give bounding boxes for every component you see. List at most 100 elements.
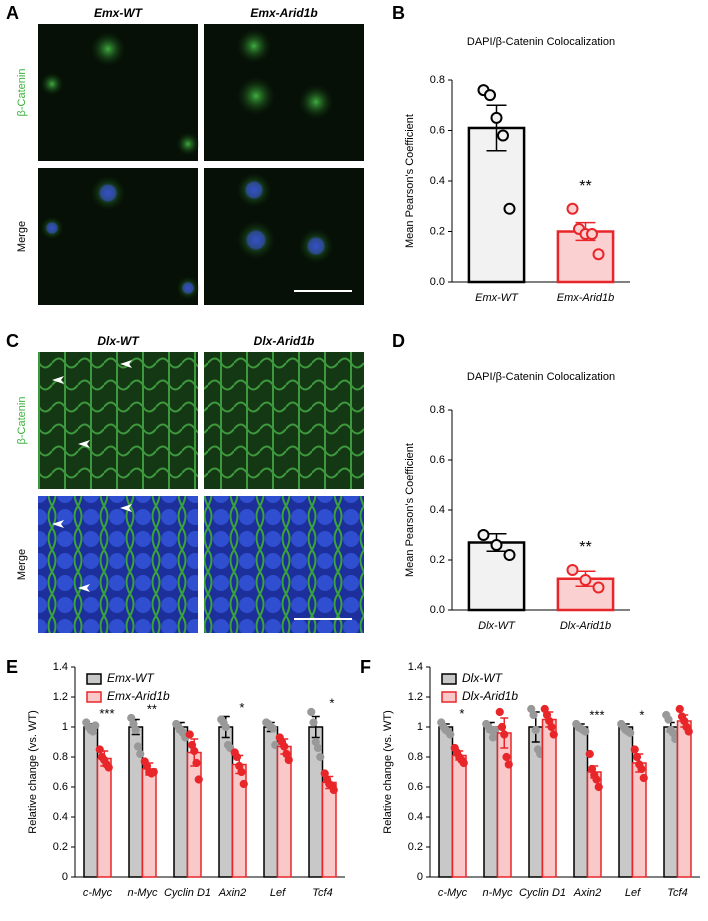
x-tick-label: c-Myc xyxy=(438,887,468,899)
y-tick-label: 0.2 xyxy=(408,841,423,853)
data-point xyxy=(190,746,199,756)
data-point xyxy=(136,749,145,759)
arrowhead xyxy=(120,504,132,512)
data-point xyxy=(639,773,648,783)
bar xyxy=(141,768,157,878)
y-tick-label: 0.2 xyxy=(53,841,68,853)
significance: * xyxy=(329,695,334,710)
micrograph xyxy=(204,24,364,161)
bar xyxy=(321,781,337,878)
data-point xyxy=(630,745,639,754)
legend-swatch xyxy=(441,673,457,685)
data-point xyxy=(477,529,490,541)
data-point xyxy=(490,111,503,124)
significance: * xyxy=(639,707,644,722)
y-tick-label: 0.8 xyxy=(430,404,445,416)
data-point xyxy=(531,725,540,735)
data-point xyxy=(95,745,104,754)
x-tick-label: Axin2 xyxy=(218,887,247,899)
x-tick-label: c-Myc xyxy=(83,887,113,899)
significance: ** xyxy=(579,178,591,195)
data-point xyxy=(284,755,293,765)
nucleus xyxy=(44,220,60,236)
panel-letter: C xyxy=(6,331,19,351)
significance: *** xyxy=(99,706,114,721)
nucleus xyxy=(244,228,268,252)
data-point xyxy=(484,89,496,102)
chart-title: DAPI/β-Catenin Colocalization xyxy=(467,36,615,48)
x-tick-label: Lef xyxy=(625,887,641,899)
data-point xyxy=(497,722,507,732)
data-point xyxy=(626,728,635,738)
bar xyxy=(276,745,292,878)
data-point xyxy=(316,752,325,762)
bar xyxy=(663,726,679,878)
micrograph xyxy=(38,352,198,489)
legend-label: Emx-WT xyxy=(107,671,155,685)
row-label: Merge xyxy=(16,221,28,252)
cell xyxy=(298,84,334,120)
x-tick-label: Cyclin D1 xyxy=(519,887,566,899)
significance: *** xyxy=(589,707,604,722)
data-point xyxy=(459,758,468,768)
data-point xyxy=(495,707,504,717)
y-axis-label: Mean Pearson's Coefficient xyxy=(404,114,416,248)
data-point xyxy=(446,730,455,739)
bar xyxy=(618,726,634,878)
legend-swatch xyxy=(441,691,457,703)
cell xyxy=(90,31,126,67)
data-point xyxy=(490,539,503,551)
data-point xyxy=(594,782,603,792)
bar xyxy=(676,720,692,878)
panel-letter: D xyxy=(392,331,405,351)
data-point xyxy=(581,727,590,736)
panel-letter: B xyxy=(392,3,405,23)
panel-letter: A xyxy=(6,3,19,23)
y-tick-label: 0.6 xyxy=(53,781,68,793)
nucleus xyxy=(305,235,327,257)
significance: * xyxy=(239,700,244,715)
micrograph xyxy=(204,352,364,489)
data-point xyxy=(237,767,246,777)
data-point xyxy=(586,228,598,241)
x-tick-label: Cyclin D1 xyxy=(164,887,211,899)
data-point xyxy=(307,707,316,717)
y-tick-label: 0.8 xyxy=(430,74,445,86)
column-title: Dlx-WT xyxy=(97,334,140,348)
data-point xyxy=(566,564,579,576)
y-tick-label: 0 xyxy=(62,871,68,883)
data-point xyxy=(503,202,516,215)
x-tick-label: Emx-Arid1b xyxy=(557,292,614,304)
nucleus xyxy=(180,280,196,296)
y-tick-label: 1.4 xyxy=(53,661,68,673)
legend-label: Dlx-Arid1b xyxy=(462,689,518,703)
data-point xyxy=(675,704,684,714)
y-axis-label: Relative change (vs. WT) xyxy=(27,710,39,833)
y-tick-label: 0.4 xyxy=(430,175,445,187)
bar xyxy=(173,726,189,878)
bar xyxy=(451,754,467,878)
y-tick-label: 1 xyxy=(417,721,423,733)
bar xyxy=(438,726,454,878)
x-tick-label: n-Myc xyxy=(483,887,513,899)
x-tick-label: Dlx-WT xyxy=(478,620,516,632)
micrograph xyxy=(204,496,364,633)
row-label: Merge xyxy=(16,549,28,580)
bar xyxy=(96,757,112,878)
column-title: Emx-Arid1b xyxy=(250,6,317,20)
legend-swatch xyxy=(86,673,102,685)
arrowhead xyxy=(120,360,132,368)
legend-label: Dlx-WT xyxy=(462,671,504,685)
x-tick-label: Emx-WT xyxy=(475,292,519,304)
bar xyxy=(556,577,615,612)
y-tick-label: 0.2 xyxy=(430,554,445,566)
y-tick-label: 0.6 xyxy=(430,454,445,466)
data-point xyxy=(280,742,289,751)
row-label: β-Catenin xyxy=(16,69,28,117)
y-tick-label: 0.2 xyxy=(430,225,445,237)
data-point xyxy=(529,710,538,720)
data-point xyxy=(309,718,318,727)
micrograph xyxy=(204,168,364,305)
data-point xyxy=(579,574,592,586)
x-tick-label: Dlx-Arid1b xyxy=(560,620,611,632)
